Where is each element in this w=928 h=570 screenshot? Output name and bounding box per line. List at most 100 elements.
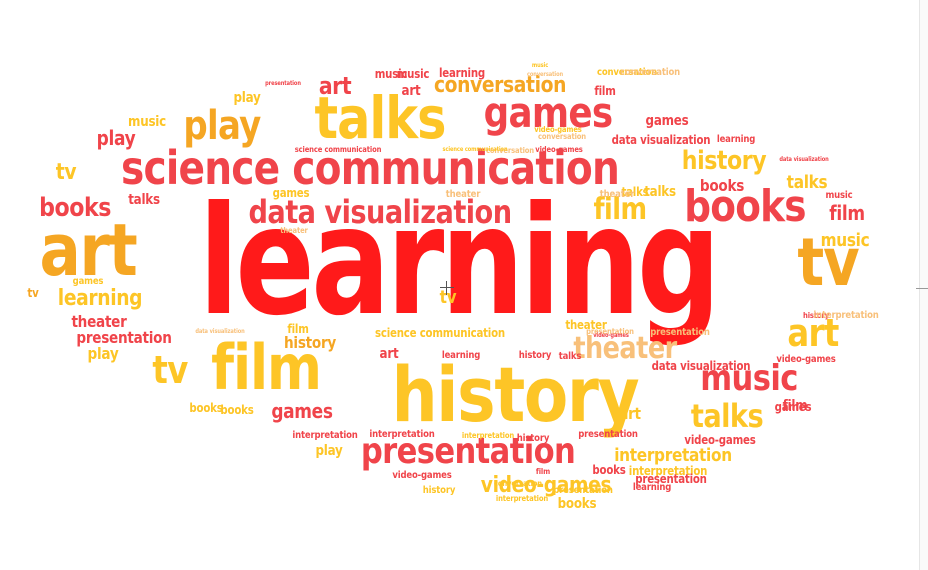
cloud-word: film (593, 192, 647, 227)
cloud-word: video-games (392, 470, 452, 481)
right-edge-panel (919, 0, 928, 570)
cloud-word: history (391, 350, 640, 439)
cloud-word: history (284, 333, 336, 352)
cloud-word: data visualization (611, 133, 711, 147)
cloud-word: video-games (480, 473, 612, 498)
cloud-word: science communication (120, 141, 620, 195)
cloud-word: art (787, 311, 839, 355)
cloud-word: conversation (619, 67, 681, 78)
cloud-word: play (183, 103, 261, 149)
cloud-word: talks (314, 84, 447, 152)
cloud-word: conversation (537, 132, 587, 141)
cloud-word: tv (439, 287, 457, 308)
cloud-word: science communication (442, 146, 508, 153)
cloud-word: play (315, 443, 343, 459)
cloud-word: interpretation (628, 464, 708, 478)
cloud-word: books (220, 403, 254, 417)
cloud-word: books (189, 401, 223, 415)
cloud-word: music (128, 114, 166, 130)
cloud-word: learning (632, 482, 672, 493)
cloud-word: art (401, 83, 421, 99)
cloud-word: interpretation (614, 445, 732, 466)
cloud-word: theater (445, 189, 481, 200)
cloud-word: film (782, 398, 808, 414)
cloud-word: conversation (493, 479, 543, 488)
cloud-word: games (271, 399, 333, 423)
cloud-word: learning (57, 286, 143, 311)
cloud-word: art (619, 404, 641, 423)
cloud-word: talks (786, 172, 828, 193)
cloud-word: history (518, 350, 552, 361)
cloud-word: books (684, 181, 806, 232)
cloud-word: games (483, 88, 613, 137)
cloud-word: games (272, 186, 310, 200)
cloud-word: presentation (635, 472, 707, 486)
cloud-word: video-games (534, 125, 582, 134)
cloud-word: tv (152, 348, 188, 392)
cloud-word: learning (441, 350, 481, 361)
cloud-word: talks (558, 351, 582, 362)
cloud-word: tv (27, 286, 39, 300)
cloud-word: presentation (578, 429, 638, 440)
cloud-word: data visualization (195, 328, 245, 335)
cloud-word: talks (690, 397, 764, 435)
cloud-word: talks (621, 185, 649, 199)
cloud-word: music (531, 62, 549, 69)
cloud-word: talks (128, 192, 160, 208)
cloud-word: games (774, 400, 812, 414)
cloud-word: music (396, 67, 430, 81)
cloud-word: history (422, 485, 456, 496)
cloud-word: video-games (535, 145, 583, 154)
cloud-word: theater (599, 189, 635, 200)
cloud-word: art (39, 208, 137, 292)
cloud-word: theater (280, 226, 308, 235)
cloud-word: history (516, 433, 550, 444)
cloud-word: video-games (684, 433, 756, 447)
cloud-word: interpretation (369, 429, 435, 440)
cloud-word: video-games (593, 332, 629, 339)
cloud-word: interpretation (495, 494, 549, 503)
cloud-word: film (287, 322, 309, 336)
cloud-word: interpretation (292, 430, 358, 441)
cloud-word: conversation (526, 71, 564, 78)
cloud-word: presentation (360, 431, 576, 472)
cloud-word: learning (716, 134, 756, 145)
cloud-word: film (535, 467, 551, 476)
cloud-word: presentation (265, 80, 301, 87)
cloud-word: interpretation (461, 431, 515, 440)
cloud-word: art (318, 72, 352, 100)
cloud-word: books (592, 463, 626, 477)
cloud-word: music (700, 358, 798, 399)
cloud-word: talks (644, 184, 676, 200)
cloud-word: books (39, 193, 111, 223)
cloud-word: presentation (76, 328, 172, 347)
cloud-word: books (699, 176, 745, 195)
cloud-word: conversation (433, 73, 567, 98)
cloud-word: tv (55, 160, 77, 185)
cloud-word: video-games (776, 354, 836, 365)
cloud-word: play (96, 126, 136, 150)
cloud-word: tv (797, 224, 859, 301)
cloud-word: film (829, 201, 865, 225)
cloud-word: history (803, 311, 829, 320)
cloud-word: play (233, 90, 261, 106)
cloud-word: data visualization (779, 156, 829, 163)
cloud-word: presentation (650, 327, 710, 338)
cloud-word: theater (573, 331, 677, 366)
cloud-word: play (87, 344, 119, 363)
cloud-word: music (825, 190, 853, 201)
cloud-word: music (374, 67, 408, 81)
crosshair-cursor-icon (440, 281, 454, 295)
cloud-word: books (557, 496, 597, 512)
cloud-word: conversation (596, 67, 658, 78)
cloud-word: film (211, 331, 322, 404)
cloud-word: presentation (553, 485, 613, 496)
cloud-word: data visualization (651, 359, 751, 373)
cloud-word: learning (198, 175, 721, 349)
cloud-word: games (645, 113, 689, 129)
cloud-word: science communication (375, 326, 505, 340)
cloud-word: art (379, 346, 399, 362)
cloud-word: presentation (586, 327, 634, 336)
cloud-word: theater (71, 312, 127, 331)
